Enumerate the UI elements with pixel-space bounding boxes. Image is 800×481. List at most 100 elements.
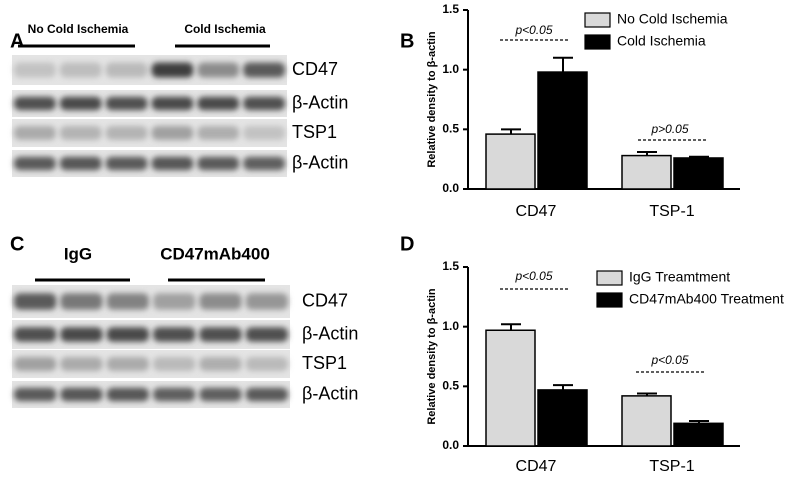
blot-band [106, 327, 149, 342]
annotation: p<0.05 [514, 23, 552, 37]
bar [621, 154, 672, 190]
blot-band [243, 156, 285, 171]
blot-band [60, 327, 103, 342]
panel-label: B [400, 30, 414, 52]
blot-band [14, 62, 56, 78]
group-label: IgG [64, 244, 92, 263]
bar [537, 71, 588, 190]
legend-swatch [584, 12, 611, 28]
legend-swatch [596, 292, 623, 308]
blot-band [59, 96, 102, 111]
blot-band [197, 126, 240, 140]
blot-band [199, 327, 242, 342]
blot-band [199, 357, 242, 371]
y-tick-label: 0.5 [442, 122, 459, 136]
blot-band [245, 357, 288, 371]
blot-band [14, 357, 57, 371]
bar [485, 133, 536, 190]
blot-band [14, 126, 56, 140]
blot-band [151, 126, 194, 140]
blot-band [199, 293, 242, 310]
blot-band [151, 62, 194, 78]
x-tick-label: CD47 [516, 203, 557, 220]
row-label: TSP1 [292, 122, 337, 142]
blot-band [197, 62, 240, 78]
blot-strip [12, 150, 287, 177]
panel-label: D [400, 233, 414, 255]
legend-swatch [584, 34, 611, 50]
blot-band [14, 156, 56, 171]
panel-label: C [10, 233, 24, 255]
blot-band [14, 293, 57, 310]
row-label: CD47 [302, 290, 348, 310]
blot-band [199, 387, 242, 402]
annotation: p<0.05 [650, 353, 688, 367]
annotation: p>0.05 [650, 122, 688, 136]
blot-band [106, 387, 149, 402]
bar [537, 389, 588, 447]
blot-band [153, 387, 196, 402]
y-tick-label: 1.0 [442, 319, 459, 333]
group-label: No Cold Ischemia [28, 22, 129, 36]
blot-band [105, 156, 148, 171]
row-label: TSP1 [302, 353, 347, 373]
blot-band [243, 62, 285, 78]
y-tick-label: 0.0 [442, 438, 459, 452]
y-tick-label: 1.5 [442, 2, 459, 16]
y-tick-label: 1.0 [442, 62, 459, 76]
blot-band [106, 293, 149, 310]
legend-label: CD47mAb400 Treatment [629, 291, 784, 307]
blot-band [59, 126, 102, 140]
blot-band [151, 156, 194, 171]
x-tick-label: CD47 [516, 458, 557, 475]
blot-band [59, 156, 102, 171]
legend-label: IgG Treamtment [629, 269, 730, 285]
legend-label: No Cold Ischemia [617, 11, 728, 27]
x-tick-label: TSP-1 [649, 458, 694, 475]
blot-strip [12, 320, 290, 349]
blot-band [105, 62, 148, 78]
row-label: β-Actin [302, 383, 358, 403]
blot-band [245, 327, 288, 342]
row-label: β-Actin [302, 323, 358, 343]
y-tick-label: 1.5 [442, 259, 459, 273]
blot-band [245, 293, 288, 310]
panel-label: A [10, 30, 24, 52]
blot-band [14, 327, 57, 342]
blot-band [153, 293, 196, 310]
y-tick-label: 0.0 [442, 181, 459, 195]
y-tick-label: 0.5 [442, 379, 459, 393]
blot-band [14, 96, 56, 111]
blot-band [105, 96, 148, 111]
blot-band [60, 357, 103, 371]
blot-band [14, 387, 57, 402]
blot-band [106, 357, 149, 371]
blot-strip [12, 285, 290, 318]
blot-band [153, 357, 196, 371]
blot-band [60, 293, 103, 310]
y-axis-label: Relative density to β-actin [426, 31, 438, 168]
blot-band [197, 156, 240, 171]
annotation: p<0.05 [514, 269, 552, 283]
blot-strip [12, 55, 287, 85]
bar [485, 329, 536, 447]
blot-strip [12, 119, 287, 147]
bar [621, 395, 672, 447]
blot-band [153, 327, 196, 342]
group-label: CD47mAb400 [160, 244, 270, 263]
blot-band [60, 387, 103, 402]
blot-band [197, 96, 240, 111]
blot-band [59, 62, 102, 78]
legend-swatch [596, 270, 623, 286]
blot-strip [12, 350, 290, 378]
blot-band [243, 126, 285, 140]
row-label: β-Actin [292, 152, 348, 172]
legend-label: Cold Ischemia [617, 33, 706, 49]
blot-strip [12, 381, 290, 408]
blot-band [243, 96, 285, 111]
row-label: CD47 [292, 59, 338, 79]
blot-band [105, 126, 148, 140]
x-tick-label: TSP-1 [649, 203, 694, 220]
bar [673, 422, 724, 447]
